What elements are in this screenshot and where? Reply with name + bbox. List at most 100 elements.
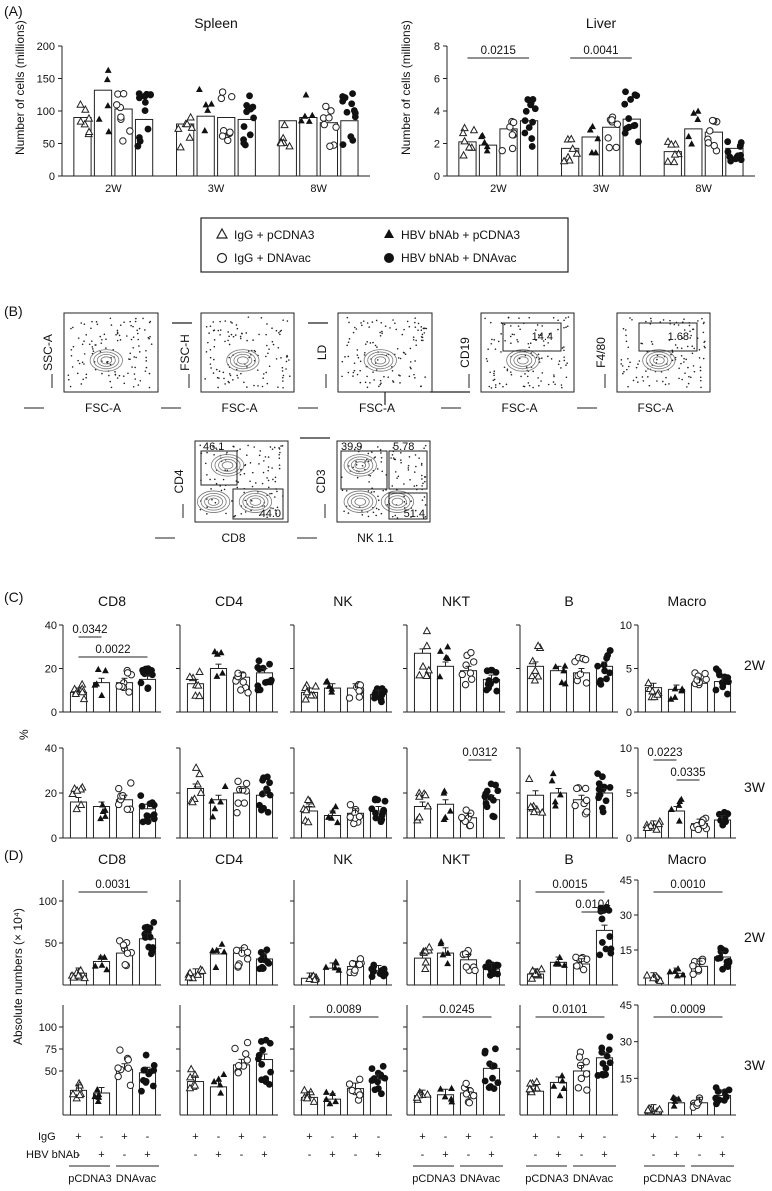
event-dot [262, 373, 265, 375]
contour [96, 353, 116, 367]
data-point [598, 915, 606, 923]
event-dot [378, 508, 380, 511]
data-point [663, 156, 673, 165]
panel-label-d: (D) [4, 847, 23, 863]
event-dot [699, 366, 702, 369]
event-dot [413, 373, 415, 376]
event-dot [560, 384, 563, 386]
data-point [483, 147, 491, 154]
chart-title: Macro [668, 593, 707, 609]
event-dot [700, 386, 702, 389]
event-dot [534, 329, 537, 331]
data-point [332, 1097, 340, 1105]
event-dot [700, 379, 702, 382]
event-dot [214, 501, 217, 504]
event-dot [410, 516, 412, 518]
data-point [226, 128, 234, 136]
data-point [461, 680, 470, 689]
event-dot [267, 469, 269, 472]
data-point [218, 940, 226, 947]
event-dot [554, 383, 556, 386]
event-dot [229, 374, 232, 377]
event-dot [247, 316, 250, 318]
data-point [642, 823, 652, 832]
data-point [370, 1075, 378, 1082]
data-point [304, 817, 313, 826]
data-point [322, 1095, 330, 1103]
event-dot [148, 372, 151, 375]
event-dot [377, 495, 379, 498]
event-dot [135, 356, 137, 359]
event-dot [145, 356, 147, 359]
data-point [599, 1060, 607, 1067]
event-dot [133, 373, 136, 375]
event-dot [674, 356, 677, 359]
data-point [560, 1084, 568, 1092]
data-point [606, 669, 614, 677]
bnab-sign: + [488, 1149, 494, 1161]
bar-chart-nk: NK [290, 851, 392, 986]
event-dot [219, 333, 221, 336]
event-dot [541, 357, 543, 360]
p-value-label: 0.0022 [95, 644, 130, 656]
y-tick-label: 75 [45, 1044, 57, 1056]
data-point [530, 675, 540, 684]
event-dot [690, 334, 692, 337]
event-dot [535, 339, 537, 341]
event-dot [270, 507, 272, 509]
event-dot [103, 333, 106, 336]
data-point [301, 694, 311, 703]
event-dot [282, 386, 284, 389]
legend-label: IgG + DNAvac [234, 251, 311, 265]
contour [237, 356, 249, 365]
event-dot [214, 478, 216, 481]
event-dot [82, 378, 84, 381]
event-dot [414, 360, 416, 362]
event-dot [212, 445, 214, 448]
event-dot [642, 380, 645, 382]
data-point [80, 973, 89, 982]
event-dot [122, 375, 125, 377]
event-dot [100, 342, 103, 344]
event-dot [400, 461, 402, 464]
event-dot [222, 478, 225, 481]
data-point [675, 817, 683, 824]
data-point [706, 127, 714, 135]
data-point [627, 96, 635, 103]
data-point [460, 136, 469, 145]
event-dot [380, 382, 382, 385]
data-point [556, 1092, 564, 1099]
event-dot [109, 380, 112, 383]
data-point [194, 680, 203, 689]
event-dot [374, 344, 377, 347]
bar [209, 1086, 228, 1116]
data-point [103, 75, 111, 83]
event-dot [704, 346, 706, 349]
data-point [491, 1045, 499, 1053]
event-dot [373, 457, 376, 459]
data-point [196, 788, 206, 796]
flow-plot: NK 1.1 CD3 39.9 5.78 51.4 [297, 440, 431, 545]
event-dot [701, 317, 703, 320]
data-point [623, 124, 631, 132]
bar [667, 810, 686, 839]
event-dot [637, 363, 639, 365]
event-dot [359, 369, 361, 372]
event-dot [510, 373, 513, 376]
bar-chart-macro: 0 5 10 0.0223 0.0335 [620, 743, 736, 845]
event-dot [381, 332, 383, 335]
data-point [119, 89, 128, 98]
event-dot [213, 453, 215, 456]
data-point [332, 123, 340, 131]
contour [207, 497, 220, 506]
event-dot [353, 362, 356, 364]
data-point [603, 675, 610, 683]
event-dot [421, 474, 423, 477]
event-dot [118, 334, 121, 337]
group-label: DNAvac [460, 1173, 501, 1185]
data-point [84, 127, 94, 136]
event-dot [263, 505, 266, 507]
data-point [466, 821, 475, 830]
event-dot [356, 354, 359, 356]
